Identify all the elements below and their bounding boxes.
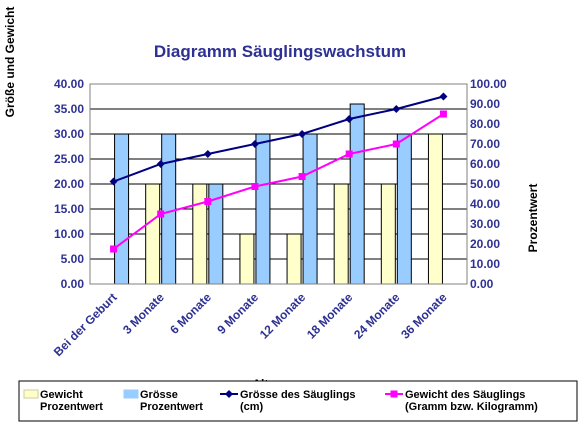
data-point xyxy=(345,115,354,123)
bar xyxy=(114,133,130,285)
x-tick-label: 36 Monate xyxy=(398,290,450,342)
x-tick-label: Bei der Geburt xyxy=(51,290,120,359)
series-line xyxy=(113,95,444,183)
y2-tick-label: 70.00 xyxy=(470,137,500,151)
legend-label: Prozentwert xyxy=(40,401,103,413)
legend-swatch xyxy=(123,389,139,399)
bar xyxy=(396,133,412,285)
x-tick-label: 24 Monate xyxy=(351,290,403,342)
legend-marker xyxy=(225,390,233,398)
data-point xyxy=(392,140,400,148)
plot-area-border xyxy=(89,83,468,285)
y2-tick-label: 40.00 xyxy=(470,197,500,211)
y-tick-label: 40.00 xyxy=(54,77,84,91)
data-point xyxy=(439,110,447,118)
data-point xyxy=(392,105,401,113)
data-point xyxy=(251,183,259,190)
y2-axis-ticks: 0.00 10.00 20.00 30.00 40.00 50.00 60.00 70.00 8… xyxy=(470,77,507,291)
y2-tick-label: 100.00 xyxy=(470,77,507,91)
legend-label: Gewicht xyxy=(40,389,83,401)
bar xyxy=(427,133,443,285)
y2-tick-label: 30.00 xyxy=(470,217,500,231)
y2-tick-label: 60.00 xyxy=(470,157,500,171)
y2-tick-label: 20.00 xyxy=(470,237,500,251)
y2-tick-label: 90.00 xyxy=(470,97,500,111)
data-point xyxy=(439,92,448,101)
data-point xyxy=(298,173,306,180)
y2-tick-label: 0.00 xyxy=(470,277,494,291)
legend-label: Grösse des Säuglings xyxy=(240,389,356,401)
bars xyxy=(114,103,443,285)
bar xyxy=(145,183,161,285)
x-tick-label: 6 Monate xyxy=(167,290,214,337)
y-tick-label: 10.00 xyxy=(54,227,84,241)
y-tick-label: 20.00 xyxy=(54,177,84,191)
legend-label: (cm) xyxy=(240,401,264,413)
y-tick-label: 15.00 xyxy=(54,202,84,216)
data-point xyxy=(345,150,353,158)
legend-label: Prozentwert xyxy=(140,401,203,413)
legend-label: Gewicht des Säuglings xyxy=(405,389,525,401)
legend: GewichtProzentwertGrösseProzentwertGröss… xyxy=(18,380,578,422)
data-point xyxy=(109,177,118,186)
legend-swatch xyxy=(23,389,39,399)
legend-box xyxy=(18,380,578,422)
bar xyxy=(380,183,396,285)
y-tick-label: 30.00 xyxy=(54,127,84,141)
y-tick-label: 35.00 xyxy=(54,102,84,116)
data-point xyxy=(203,150,212,158)
y2-tick-label: 50.00 xyxy=(470,177,500,191)
bar xyxy=(349,103,365,285)
bar xyxy=(302,133,318,285)
y2-axis-title: Prozentwert xyxy=(526,184,540,253)
y-tick-label: 0.00 xyxy=(61,277,85,291)
series-line xyxy=(112,113,444,250)
data-point xyxy=(156,160,165,168)
legend-marker xyxy=(390,390,398,398)
legend-label: (Gramm bzw. Kilogramm) xyxy=(405,401,538,413)
y2-tick-label: 80.00 xyxy=(470,117,500,131)
data-point xyxy=(204,198,212,205)
x-axis-ticks: Bei der Geburt 3 Monate 6 Monate 9 Monate12… xyxy=(51,290,450,359)
y-tick-label: 25.00 xyxy=(54,152,84,166)
lines xyxy=(109,92,448,253)
bar xyxy=(255,133,271,285)
y-axis-ticks: 0.00 5.00 10.00 15.00 20.00 25.00 30.00 35.00 40… xyxy=(54,77,84,291)
data-point xyxy=(157,210,165,218)
legend-label: Grösse xyxy=(140,389,178,401)
bar xyxy=(161,133,177,285)
bar xyxy=(239,233,255,285)
y-tick-label: 5.00 xyxy=(61,252,85,266)
y2-tick-label: 10.00 xyxy=(470,257,500,271)
bar xyxy=(333,183,349,285)
x-tick-label: 9 Monate xyxy=(214,290,261,337)
data-point xyxy=(250,140,259,148)
chart-title: Diagramm Säuglingswachstum xyxy=(154,42,406,61)
x-tick-label: 18 Monate xyxy=(304,290,356,342)
bar xyxy=(286,233,302,285)
data-point xyxy=(110,245,118,253)
data-point xyxy=(298,130,307,138)
x-tick-label: 12 Monate xyxy=(257,290,309,342)
y-axis-title: Größe und Gewicht xyxy=(3,7,17,118)
x-tick-label: 3 Monate xyxy=(120,290,167,337)
